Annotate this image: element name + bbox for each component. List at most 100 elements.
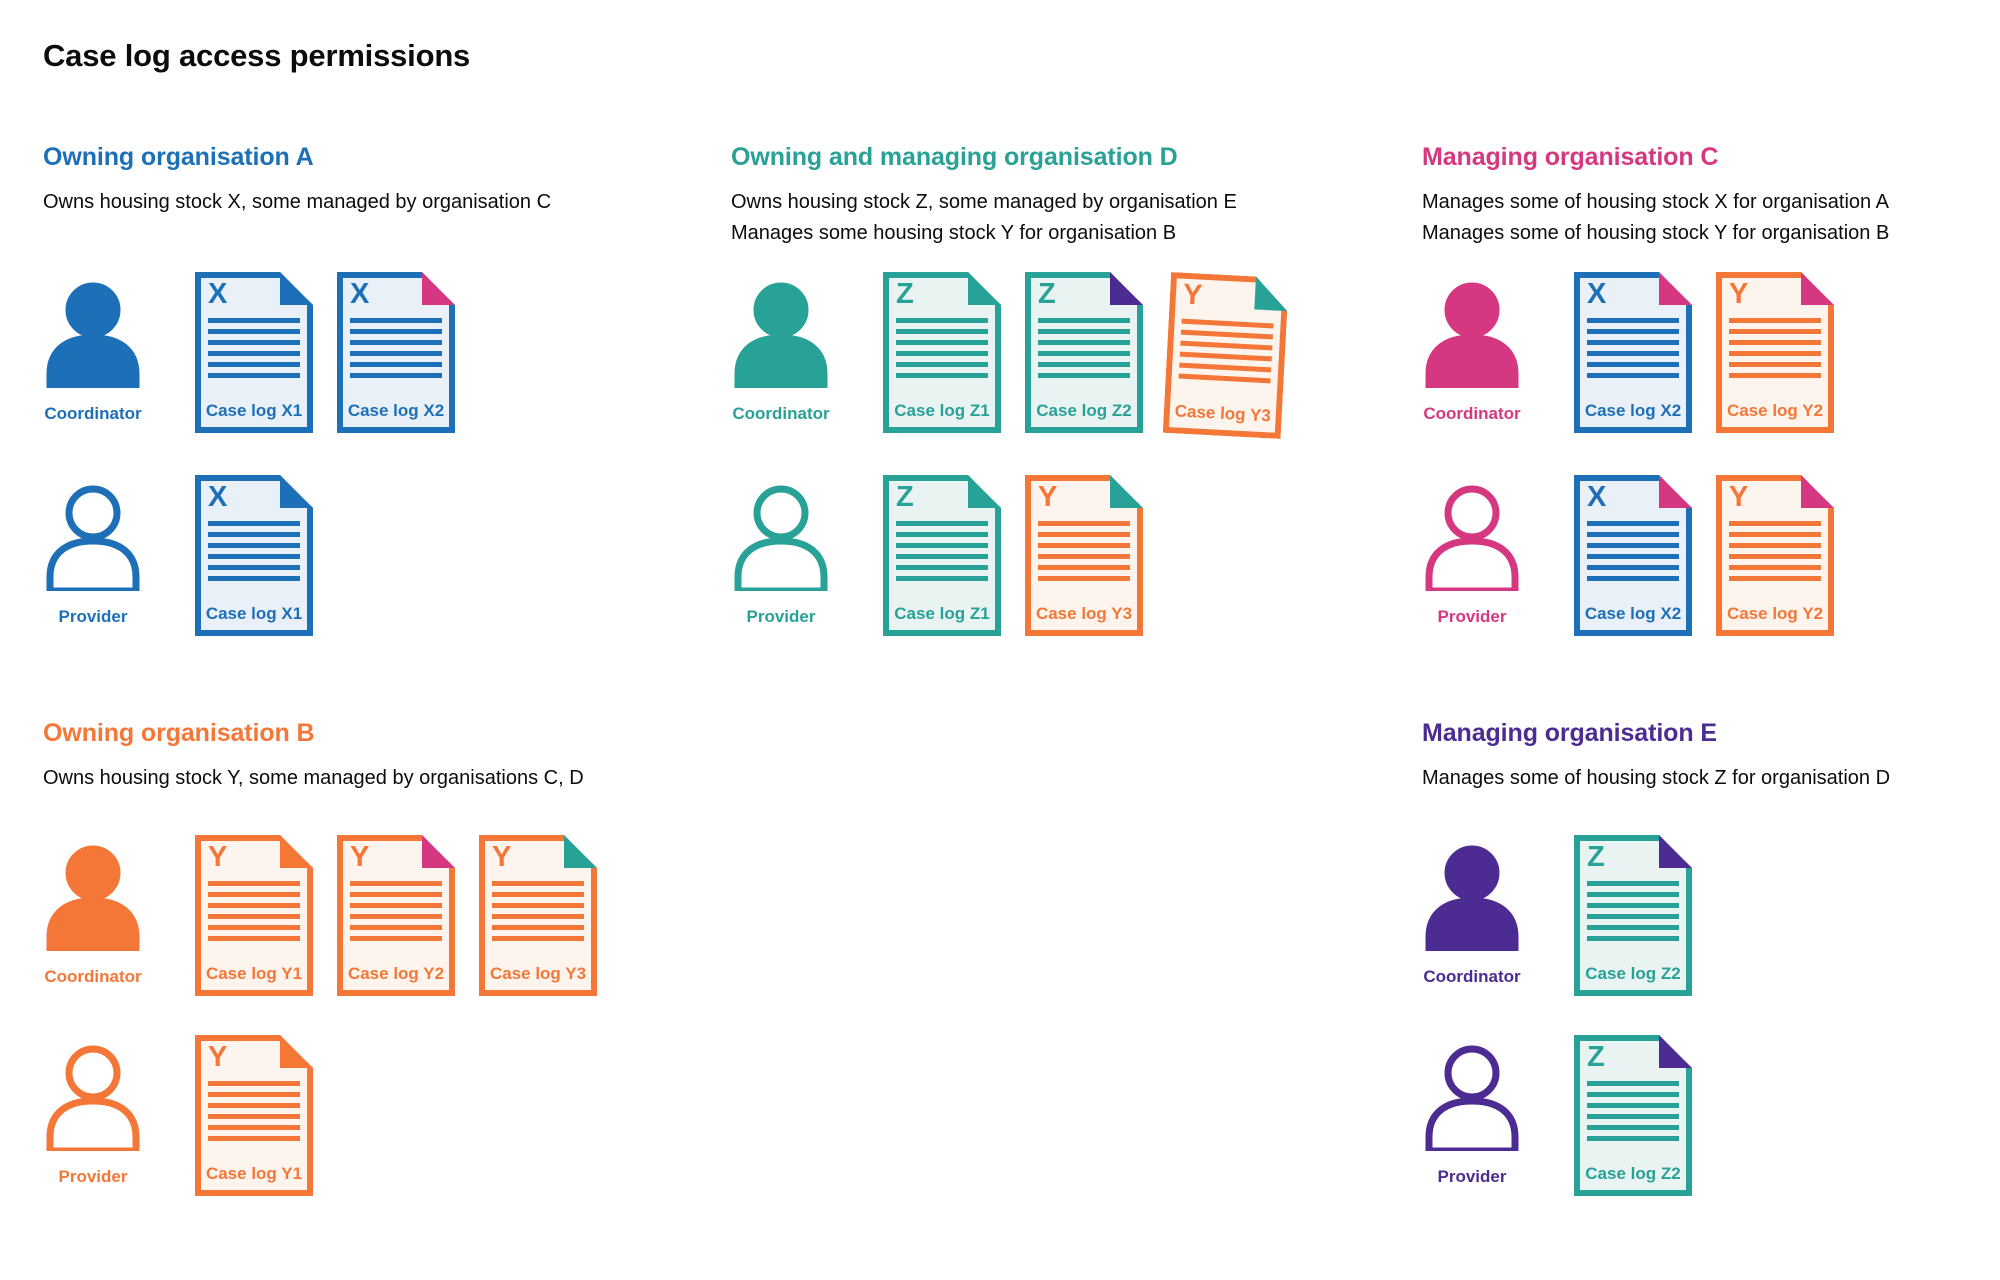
case-log-label: Case log X2 [1584, 401, 1682, 420]
doc-case-log-x1: X Case log X1 [195, 272, 313, 433]
text-line [492, 903, 584, 908]
stock-letter: Y [1729, 278, 1749, 310]
text-line [1587, 565, 1679, 570]
text-line [208, 329, 300, 334]
text-line [208, 351, 300, 356]
text-line [1587, 554, 1679, 559]
text-line [1587, 936, 1679, 941]
text-line [1587, 914, 1679, 919]
case-log-documents: Y Case log Y1 Y Case log Y2 Y Case log Y3 [195, 835, 597, 996]
stock-letter: X [208, 278, 228, 310]
text-line [896, 532, 988, 537]
text-line [1729, 554, 1821, 559]
doc-case-log-z2: Z Case log Z2 [1574, 835, 1692, 996]
coordinator-person-icon [46, 845, 140, 951]
case-log-documents: Z Case log Z2 [1574, 835, 1692, 996]
description-line: Owns housing stock X, some managed by or… [43, 191, 552, 213]
text-line [208, 1103, 300, 1108]
text-line [208, 914, 300, 919]
text-line [896, 521, 988, 526]
text-line [1587, 576, 1679, 581]
text-line [350, 881, 442, 886]
doc-case-log-y2: Y Case log Y2 [1716, 475, 1834, 636]
text-line [1038, 554, 1130, 559]
provider-person-icon [1425, 1045, 1519, 1151]
coordinator-person-icon [1425, 845, 1519, 951]
description-line: Owns housing stock Z, some managed by or… [731, 191, 1237, 213]
text-line [208, 1114, 300, 1119]
text-line [1038, 318, 1130, 323]
text-line [350, 373, 442, 378]
corner-fold-icon [280, 272, 313, 305]
text-line [1038, 565, 1130, 570]
case-log-label: Case log Y1 [205, 964, 303, 983]
document-text-lines [1587, 318, 1679, 384]
stock-letter: Z [896, 481, 914, 513]
section-description: Owns housing stock X, some managed by or… [43, 187, 708, 218]
text-line [1587, 1092, 1679, 1097]
provider-row: Provider X Case log X2 Y Case log Y2 [1422, 475, 1834, 636]
corner-fold-icon [968, 272, 1001, 305]
case-log-label: Case log Z2 [1585, 1164, 1681, 1183]
text-line [208, 1125, 300, 1130]
role-label: Provider [58, 607, 128, 626]
case-log-documents: X Case log X1 X Case log X2 [195, 272, 455, 433]
text-line [1587, 1136, 1679, 1141]
doc-case-log-x2: X Case log X2 [337, 272, 455, 433]
stock-letter: Z [1587, 1041, 1605, 1073]
text-line [208, 362, 300, 367]
doc-case-log-y3: Y Case log Y3 [479, 835, 597, 996]
document-text-lines [1729, 318, 1821, 384]
text-line [1729, 521, 1821, 526]
text-line [896, 543, 988, 548]
text-line [1729, 373, 1821, 378]
doc-case-log-y2: Y Case log Y2 [1716, 272, 1834, 433]
text-line [208, 373, 300, 378]
text-line [208, 1081, 300, 1086]
corner-fold-icon [968, 475, 1001, 508]
stock-letter: X [1587, 481, 1607, 513]
text-line [1587, 903, 1679, 908]
stock-letter: X [1587, 278, 1607, 310]
text-line [350, 925, 442, 930]
text-line [1038, 543, 1130, 548]
text-line [350, 903, 442, 908]
coordinator-person: Coordinator [43, 835, 143, 986]
case-log-label: Case log X2 [347, 401, 445, 420]
doc-case-log-z2: Z Case log Z2 [1025, 272, 1143, 433]
document-text-lines [1587, 1081, 1679, 1147]
coordinator-row: Coordinator X Case log X1 X Case log X2 [43, 272, 455, 433]
document-text-lines [208, 318, 300, 384]
section-heading: Owning organisation B [43, 719, 315, 747]
text-line [1729, 565, 1821, 570]
text-line [896, 554, 988, 559]
provider-row: Provider Y Case log Y1 [43, 1035, 313, 1196]
case-log-documents: X Case log X2 Y Case log Y2 [1574, 475, 1834, 636]
text-line [1587, 1081, 1679, 1086]
stock-letter: Z [1587, 841, 1605, 873]
coordinator-row: Coordinator Z Case log Z1 Z Case log Z2 Y Case… [731, 272, 1289, 433]
text-line [350, 936, 442, 941]
text-line [1587, 329, 1679, 334]
text-line [1729, 351, 1821, 356]
provider-person: Provider [43, 1035, 143, 1186]
text-line [350, 351, 442, 356]
text-line [1038, 532, 1130, 537]
stock-letter: Y [1729, 481, 1749, 513]
text-line [896, 329, 988, 334]
document-text-lines [350, 318, 442, 384]
stock-letter: Z [896, 278, 914, 310]
text-line [492, 914, 584, 919]
provider-person: Provider [1422, 475, 1522, 626]
text-line [1038, 576, 1130, 581]
text-line [350, 362, 442, 367]
section-org-e: Managing organisation E Manages some of h… [1422, 716, 1997, 1276]
case-log-documents: X Case log X2 Y Case log Y2 [1574, 272, 1834, 433]
corner-fold-icon [422, 272, 455, 305]
document-text-lines [208, 521, 300, 587]
doc-case-log-y3: Y Case log Y3 [1025, 475, 1143, 636]
doc-case-log-z1: Z Case log Z1 [883, 475, 1001, 636]
provider-person: Provider [1422, 1035, 1522, 1186]
text-line [1729, 362, 1821, 367]
text-line [208, 936, 300, 941]
